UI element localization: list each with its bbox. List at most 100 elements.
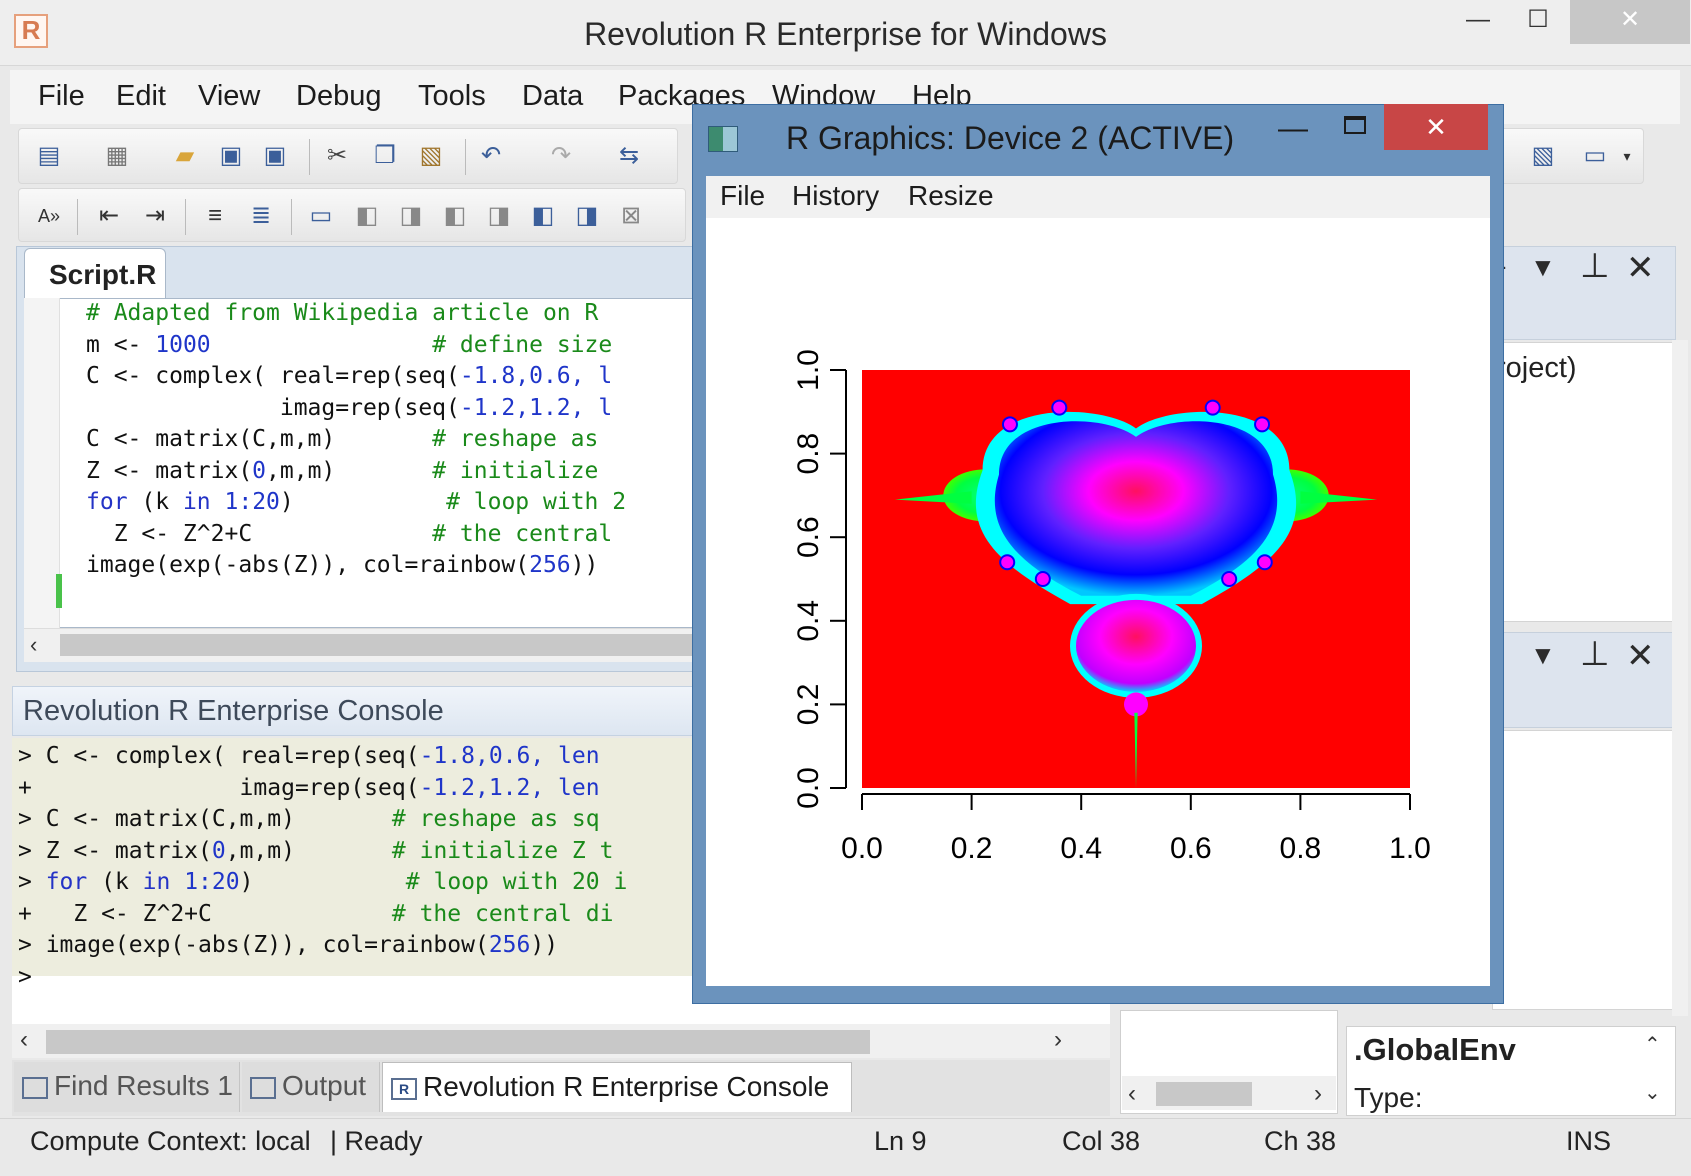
clear-bookmarks-icon[interactable]: ⊠ — [620, 202, 642, 229]
script-line[interactable]: for (k in 1:20) # loop with 2 — [86, 485, 626, 519]
prev-doc-bookmark-icon[interactable]: ◧ — [443, 202, 467, 229]
tab-script-r[interactable]: Script.R — [24, 248, 166, 298]
editor-gutter — [24, 298, 60, 628]
console-line[interactable]: > image(exp(-abs(Z)), col=rainbow(256)) — [18, 928, 558, 962]
outdent-icon[interactable]: ⇤ — [98, 202, 120, 229]
console-line[interactable]: + Z <- Z^2+C # the central di — [18, 897, 613, 931]
window-layout-icon[interactable]: ▭ — [1583, 142, 1607, 169]
menu-debug[interactable]: Debug — [296, 80, 382, 112]
code-token: (k — [127, 489, 183, 515]
console-scroll-thumb[interactable] — [46, 1030, 870, 1054]
chevron-down-icon[interactable]: ▼ — [1530, 640, 1556, 670]
graphics-minimize-button[interactable]: — — [1278, 112, 1308, 145]
graphics-close-button[interactable]: ✕ — [1384, 104, 1488, 150]
menu-edit[interactable]: Edit — [116, 80, 166, 112]
console-line[interactable]: > — [18, 960, 32, 994]
code-token: )) — [570, 552, 599, 578]
paste-icon[interactable]: ▧ — [419, 142, 443, 169]
graphics-menu-resize[interactable]: Resize — [908, 180, 994, 211]
console-line[interactable]: > C <- complex( real=rep(seq(-1.8,0.6, l… — [18, 739, 600, 773]
save-icon[interactable]: ▣ — [219, 142, 243, 169]
code-token: # define size — [210, 331, 613, 358]
next-doc-bookmark-icon[interactable]: ◨ — [487, 202, 511, 229]
chevron-down-icon[interactable]: ▾ — [1623, 148, 1631, 164]
graphics-menu-file[interactable]: File — [720, 180, 766, 211]
menu-file[interactable]: File — [38, 80, 85, 112]
navigate-icon[interactable]: ⇆ — [618, 142, 640, 169]
maximize-button[interactable]: ☐ — [1527, 6, 1549, 33]
status-char: Ch 38 — [1264, 1126, 1337, 1156]
right-vertical-scrollbar[interactable] — [1672, 340, 1688, 1016]
script-line[interactable]: image(exp(-abs(Z)), col=rainbow(256)) — [86, 548, 598, 582]
script-line[interactable]: imag=rep(seq(-1.2,1.2, l — [86, 391, 612, 425]
code-token: ) — [239, 869, 254, 895]
comment-icon[interactable]: ≡ — [207, 202, 222, 229]
x-tick-label: 0.6 — [1170, 832, 1212, 865]
next-all-bookmark-icon[interactable]: ◨ — [575, 202, 599, 229]
compute-context: Compute Context: local — [30, 1126, 311, 1156]
close-icon[interactable]: ✕ — [1626, 249, 1655, 287]
cut-icon[interactable]: ✂ — [326, 142, 348, 169]
new-file-icon[interactable]: ▤ — [37, 142, 61, 169]
prev-bookmark-icon[interactable]: ◧ — [355, 202, 379, 229]
close-button[interactable]: ✕ — [1570, 0, 1690, 44]
lower-scroll-thumb[interactable] — [1156, 1082, 1252, 1106]
env-name[interactable]: .GlobalEnv — [1354, 1032, 1516, 1067]
tab-console[interactable]: R Revolution R Enterprise Console — [382, 1062, 852, 1112]
new-project-icon[interactable]: ▦ — [105, 142, 129, 169]
code-editor[interactable] — [24, 298, 696, 628]
open-folder-icon[interactable]: ▰ — [175, 142, 195, 169]
undo-icon[interactable]: ↶ — [480, 142, 502, 169]
chevron-down-icon[interactable]: ⌄ — [1644, 1082, 1661, 1104]
y-tick-label: 0.0 — [792, 767, 825, 809]
console-history — [12, 738, 702, 976]
project-label[interactable]: roject) — [1496, 352, 1577, 384]
menu-tools[interactable]: Tools — [418, 80, 486, 112]
copy-icon[interactable]: ❐ — [374, 142, 396, 169]
console-line[interactable]: + imag=rep(seq(-1.2,1.2, len — [18, 771, 600, 805]
scroll-right-icon[interactable]: › — [1054, 1026, 1062, 1053]
code-token: -1.2,1.2, l — [459, 394, 613, 421]
chevron-down-icon[interactable]: ▼ — [1530, 252, 1556, 282]
tab-find-results[interactable]: Find Results 1 — [14, 1062, 240, 1112]
script-line[interactable]: Z <- Z^2+C # the central — [86, 517, 613, 551]
scroll-left-icon[interactable]: ‹ — [1128, 1080, 1136, 1107]
mini-bulb — [1254, 416, 1271, 433]
properties-icon[interactable]: ▧ — [1531, 142, 1555, 169]
indent-icon[interactable]: ⇥ — [144, 202, 166, 229]
object-browser-body — [1492, 730, 1676, 1010]
redo-icon[interactable]: ↷ — [550, 142, 572, 169]
pin-icon[interactable]: ⊥ — [1580, 635, 1610, 673]
pin-icon[interactable]: ⊥ — [1580, 247, 1610, 285]
script-line[interactable]: m <- 1000 # define size — [86, 328, 612, 362]
menu-data[interactable]: Data — [522, 80, 584, 112]
bookmark-icon[interactable]: ▭ — [309, 202, 333, 229]
find-results-icon — [22, 1076, 48, 1099]
font-size-icon[interactable]: A» — [37, 206, 61, 226]
scroll-left-icon[interactable]: ‹ — [20, 1026, 28, 1053]
console-line[interactable]: > for (k in 1:20) # loop with 20 i — [18, 865, 627, 899]
console-line[interactable]: > Z <- matrix(0,m,m) # initialize Z t — [18, 834, 613, 868]
close-icon[interactable]: ✕ — [1626, 637, 1655, 675]
prev-all-bookmark-icon[interactable]: ◧ — [531, 202, 555, 229]
save-all-icon[interactable]: ▣ — [263, 142, 287, 169]
console-line[interactable]: > C <- matrix(C,m,m) # reshape as sq — [18, 802, 600, 836]
graphics-maximize-button[interactable] — [1344, 116, 1366, 134]
uncomment-icon[interactable]: ≣ — [250, 202, 272, 229]
next-bookmark-icon[interactable]: ◨ — [399, 202, 423, 229]
script-line[interactable]: Z <- matrix(0,m,m) # initialize — [86, 454, 598, 488]
script-line[interactable]: # Adapted from Wikipedia article on R — [86, 296, 598, 330]
scroll-right-icon[interactable]: › — [1314, 1080, 1322, 1107]
mandelbrot-plot: 0.0 0.2 0.4 0.6 0.8 1.0 0.0 0.2 0.4 0.6 0.8 1.0 — [792, 349, 1431, 865]
editor-scroll-thumb[interactable] — [60, 634, 700, 656]
minimize-button[interactable]: — — [1466, 6, 1490, 33]
code-token: Z <- Z^2+C — [86, 520, 253, 547]
menu-view[interactable]: View — [198, 80, 261, 112]
code-token: # loop with 2 — [293, 489, 627, 515]
graphics-menu-history[interactable]: History — [792, 180, 880, 211]
script-line[interactable]: C <- complex( real=rep(seq(-1.8,0.6, l — [86, 359, 612, 393]
scroll-left-icon[interactable]: ‹ — [30, 632, 38, 657]
script-line[interactable]: C <- matrix(C,m,m) # reshape as — [86, 422, 598, 456]
tab-output[interactable]: Output — [242, 1062, 380, 1112]
chevron-up-icon[interactable]: ⌃ — [1644, 1034, 1661, 1056]
